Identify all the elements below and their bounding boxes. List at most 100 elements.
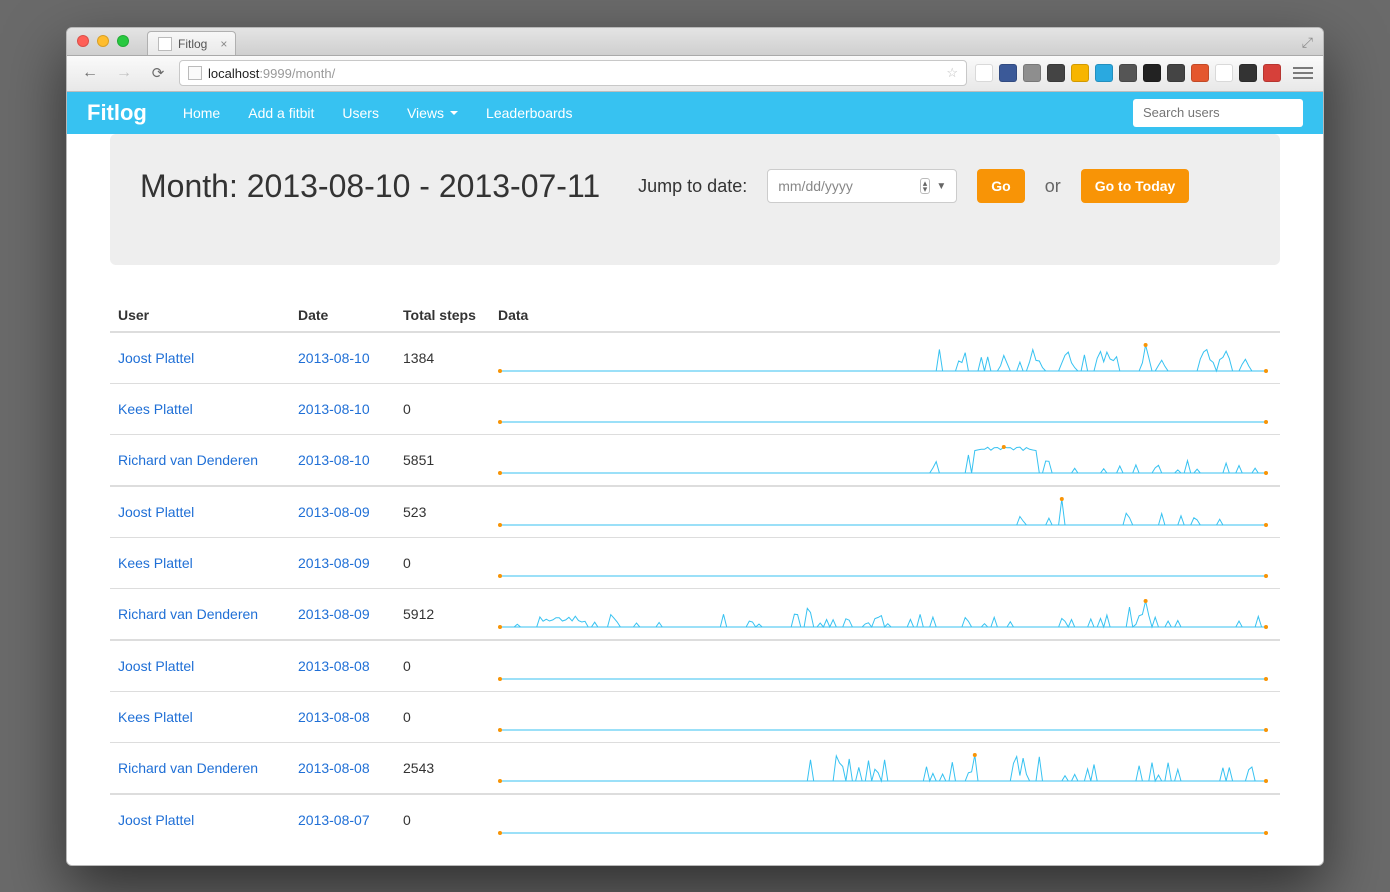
sparkline-cell	[490, 794, 1280, 845]
extension-icon[interactable]	[1095, 64, 1113, 82]
extension-icons	[975, 64, 1281, 82]
browser-toolbar: ← → ⟳ localhost:9999/month/ ☆	[67, 56, 1323, 92]
date-picker-icon[interactable]: ▼	[936, 181, 946, 192]
extension-icon[interactable]	[1239, 64, 1257, 82]
extension-icon[interactable]	[1167, 64, 1185, 82]
table-row: Joost Plattel 2013-08-08 0	[110, 640, 1280, 692]
forward-button[interactable]: →	[111, 60, 137, 86]
date-link[interactable]: 2013-08-09	[298, 555, 370, 571]
app-navbar: Fitlog HomeAdd a fitbitUsersViews Leader…	[67, 92, 1323, 134]
tab-favicon	[158, 37, 172, 51]
table-row: Richard van Denderen 2013-08-10 5851	[110, 434, 1280, 486]
nav-link-views[interactable]: Views	[395, 97, 470, 129]
date-placeholder: mm/dd/yyyy	[778, 178, 853, 194]
date-link[interactable]: 2013-08-10	[298, 350, 370, 366]
steps-value: 2543	[395, 742, 490, 794]
page-icon	[188, 66, 202, 80]
steps-value: 0	[395, 640, 490, 692]
nav-link-add-a-fitbit[interactable]: Add a fitbit	[236, 97, 326, 129]
table-row: Kees Plattel 2013-08-10 0	[110, 383, 1280, 434]
sparkline-cell	[490, 434, 1280, 486]
user-link[interactable]: Richard van Denderen	[118, 760, 258, 776]
date-input-controls[interactable]: ▴▾ ▼	[920, 178, 946, 194]
extension-icon[interactable]	[975, 64, 993, 82]
extension-icon[interactable]	[1047, 64, 1065, 82]
date-link[interactable]: 2013-08-08	[298, 658, 370, 674]
sparkline-cell	[490, 691, 1280, 742]
user-link[interactable]: Joost Plattel	[118, 658, 194, 674]
nav-link-leaderboards[interactable]: Leaderboards	[474, 97, 584, 129]
extension-icon[interactable]	[1191, 64, 1209, 82]
date-link[interactable]: 2013-08-08	[298, 709, 370, 725]
chevron-down-icon	[450, 111, 458, 115]
col-header-user: User	[110, 299, 290, 332]
traffic-lights	[77, 35, 129, 47]
window-close-button[interactable]	[77, 35, 89, 47]
url-host: localhost	[208, 66, 259, 81]
user-link[interactable]: Kees Plattel	[118, 401, 193, 417]
user-link[interactable]: Kees Plattel	[118, 555, 193, 571]
brand[interactable]: Fitlog	[87, 100, 147, 126]
extension-icon[interactable]	[999, 64, 1017, 82]
sparkline-cell	[490, 383, 1280, 434]
extension-icon[interactable]	[1215, 64, 1233, 82]
table-row: Richard van Denderen 2013-08-08 2543	[110, 742, 1280, 794]
table-row: Joost Plattel 2013-08-09 523	[110, 486, 1280, 538]
extension-icon[interactable]	[1263, 64, 1281, 82]
date-link[interactable]: 2013-08-08	[298, 760, 370, 776]
go-button[interactable]: Go	[977, 169, 1024, 203]
data-table: User Date Total steps Data Joost Plattel…	[110, 299, 1280, 845]
tab-title: Fitlog	[178, 37, 207, 51]
extension-icon[interactable]	[1023, 64, 1041, 82]
date-stepper-icon[interactable]: ▴▾	[920, 178, 931, 194]
user-link[interactable]: Joost Plattel	[118, 350, 194, 366]
steps-value: 0	[395, 691, 490, 742]
date-link[interactable]: 2013-08-10	[298, 452, 370, 468]
date-link[interactable]: 2013-08-09	[298, 504, 370, 520]
nav-link-users[interactable]: Users	[330, 97, 391, 129]
back-button[interactable]: ←	[77, 60, 103, 86]
bookmark-star-icon[interactable]: ☆	[946, 65, 958, 81]
chrome-menu-button[interactable]	[1293, 67, 1313, 79]
user-link[interactable]: Kees Plattel	[118, 709, 193, 725]
go-to-today-button[interactable]: Go to Today	[1081, 169, 1190, 203]
extension-icon[interactable]	[1119, 64, 1137, 82]
window-zoom-button[interactable]	[117, 35, 129, 47]
table-row: Joost Plattel 2013-08-07 0	[110, 794, 1280, 845]
sparkline-cell	[490, 640, 1280, 692]
tab-close-icon[interactable]: ×	[220, 37, 227, 51]
date-link[interactable]: 2013-08-07	[298, 812, 370, 828]
table-row: Joost Plattel 2013-08-10 1384	[110, 332, 1280, 384]
date-input[interactable]: mm/dd/yyyy ▴▾ ▼	[767, 169, 957, 203]
browser-tab[interactable]: Fitlog ×	[147, 31, 236, 55]
window-minimize-button[interactable]	[97, 35, 109, 47]
user-link[interactable]: Richard van Denderen	[118, 606, 258, 622]
data-table-wrap: User Date Total steps Data Joost Plattel…	[110, 299, 1280, 865]
col-header-date: Date	[290, 299, 395, 332]
col-header-data: Data	[490, 299, 1280, 332]
user-link[interactable]: Richard van Denderen	[118, 452, 258, 468]
table-row: Kees Plattel2013-08-090	[110, 537, 1280, 588]
nav-link-home[interactable]: Home	[171, 97, 232, 129]
steps-value: 5851	[395, 434, 490, 486]
date-link[interactable]: 2013-08-09	[298, 606, 370, 622]
search-input[interactable]	[1133, 99, 1303, 127]
user-link[interactable]: Joost Plattel	[118, 504, 194, 520]
steps-value: 0	[395, 794, 490, 845]
window-expand-icon[interactable]: ⤢	[1302, 34, 1313, 51]
steps-value: 523	[395, 486, 490, 538]
extension-icon[interactable]	[1143, 64, 1161, 82]
table-row: Kees Plattel 2013-08-08 0	[110, 691, 1280, 742]
extension-icon[interactable]	[1071, 64, 1089, 82]
user-link[interactable]: Joost Plattel	[118, 812, 194, 828]
reload-button[interactable]: ⟳	[145, 60, 171, 86]
tab-strip: Fitlog × ⤢	[67, 28, 1323, 56]
jump-to-date-label: Jump to date:	[638, 176, 747, 197]
col-header-steps: Total steps	[395, 299, 490, 332]
steps-value: 0	[395, 383, 490, 434]
or-label: or	[1045, 176, 1061, 197]
header-panel: Month: 2013-08-10 - 2013-07-11 Jump to d…	[110, 134, 1280, 265]
date-link[interactable]: 2013-08-10	[298, 401, 370, 417]
steps-value: 1384	[395, 332, 490, 384]
address-bar[interactable]: localhost:9999/month/ ☆	[179, 60, 967, 86]
